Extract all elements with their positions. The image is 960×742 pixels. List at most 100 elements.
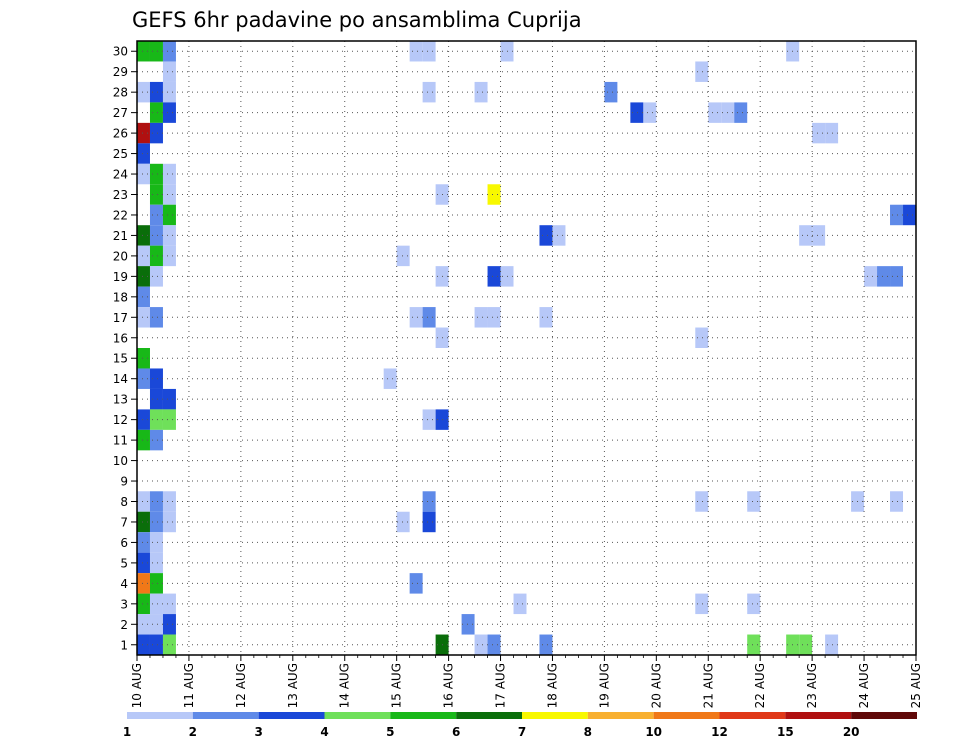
y-tick-label: 7 xyxy=(120,515,128,529)
heatmap-cell xyxy=(162,593,176,615)
heatmap-cell xyxy=(812,225,826,246)
chart-title: GEFS 6hr padavine po ansamblima Cuprija xyxy=(132,8,582,32)
heatmap-cell xyxy=(825,122,839,144)
heatmap-cell xyxy=(137,225,150,246)
heatmap-cell xyxy=(149,614,163,635)
x-tick-label: 25 AUG xyxy=(909,663,923,708)
y-tick-label: 19 xyxy=(113,270,128,284)
colorbar-label: 8 xyxy=(584,725,592,739)
heatmap-cell xyxy=(461,614,475,635)
colorbar-swatch xyxy=(127,712,193,719)
heatmap-cell xyxy=(137,348,150,369)
y-tick-label: 21 xyxy=(113,229,128,243)
y-tick-label: 29 xyxy=(113,65,128,79)
heatmap-cell xyxy=(539,225,553,246)
heatmap-cell xyxy=(149,184,163,205)
plot-frame xyxy=(136,40,917,656)
x-tick-label: 17 AUG xyxy=(494,663,508,708)
heatmap-cell xyxy=(825,634,839,655)
colorbar-label: 12 xyxy=(711,725,728,739)
heatmap-cell xyxy=(422,409,436,430)
heatmap-cell xyxy=(487,266,501,287)
colorbar-swatch xyxy=(522,712,588,719)
heatmap-cell xyxy=(409,41,423,62)
y-tick-label: 6 xyxy=(120,536,128,550)
y-tick-label: 12 xyxy=(113,413,128,427)
heatmap-cell xyxy=(149,511,163,533)
heatmap-cell xyxy=(162,409,176,430)
heatmap-cell xyxy=(539,634,553,655)
heatmap-cell xyxy=(137,143,150,164)
heatmap-cell xyxy=(474,307,488,328)
grid-lines xyxy=(137,41,916,655)
heatmap-cell xyxy=(149,552,163,574)
heatmap-cell xyxy=(903,204,916,226)
y-tick-label: 23 xyxy=(113,188,128,202)
heatmap-cell xyxy=(890,491,904,512)
colorbar-swatch xyxy=(258,712,325,719)
heatmap-cell xyxy=(864,266,878,287)
heatmap-cell xyxy=(149,163,163,185)
heatmap-cell xyxy=(137,245,150,267)
heatmap-cell xyxy=(695,61,709,82)
heatmap-cell xyxy=(799,634,813,655)
y-tick-label: 5 xyxy=(120,556,128,570)
heatmap-cell xyxy=(149,307,163,328)
heatmap-cell xyxy=(149,532,163,553)
heatmap-cell xyxy=(695,491,709,512)
y-tick-label: 27 xyxy=(113,106,128,120)
heatmap-cell xyxy=(149,388,163,410)
y-tick-label: 17 xyxy=(113,311,128,325)
colorbar-label: 20 xyxy=(843,725,860,739)
heatmap-cell xyxy=(137,368,150,389)
heatmap-cell xyxy=(422,81,436,103)
heatmap-cell xyxy=(695,593,709,615)
heatmap-cell xyxy=(137,491,150,512)
heatmap-cell xyxy=(137,593,150,615)
heatmap-cell xyxy=(162,225,176,246)
heatmap-cell xyxy=(422,307,436,328)
y-tick-label: 20 xyxy=(113,249,128,263)
colorbar-swatch xyxy=(390,712,457,719)
colorbar-label: 5 xyxy=(386,725,394,739)
colorbar-label: 2 xyxy=(189,725,197,739)
heatmap-cell xyxy=(539,307,553,328)
heatmap-cell xyxy=(137,307,150,328)
heatmap-cell xyxy=(162,163,176,185)
heatmap-cell xyxy=(734,102,748,123)
y-tick-label: 11 xyxy=(113,434,128,448)
colorbar-label: 6 xyxy=(452,725,460,739)
y-tick-label: 18 xyxy=(113,290,128,304)
heatmap-cell xyxy=(149,593,163,615)
colorbar-legend: 1 2 3 4 5 6 7 8 10 12 15 20 xyxy=(123,712,917,739)
x-tick-label: 24 AUG xyxy=(857,663,871,708)
heatmap-cell xyxy=(149,225,163,246)
heatmap-cell xyxy=(137,532,150,553)
heatmap-cell xyxy=(137,511,150,533)
heatmap-cell xyxy=(149,429,163,451)
heatmap-cell xyxy=(162,634,176,655)
heatmap-cell xyxy=(149,573,163,594)
heatmap-cell xyxy=(137,286,150,308)
heatmap-cell xyxy=(890,266,904,287)
heatmap-cell xyxy=(708,102,722,123)
heatmap-cell xyxy=(137,634,150,655)
heatmap-cell xyxy=(137,163,150,185)
x-tick-label: 21 AUG xyxy=(701,663,715,708)
heatmap-cell xyxy=(137,552,150,574)
y-tick-label: 28 xyxy=(113,86,128,100)
heatmap-cell xyxy=(396,245,410,267)
heatmap-cell xyxy=(513,593,527,615)
y-tick-label: 2 xyxy=(120,618,128,632)
heatmap-cell xyxy=(630,102,644,123)
colorbar-swatch xyxy=(324,712,391,719)
y-tick-label: 26 xyxy=(113,127,128,141)
heatmap-cell xyxy=(149,266,163,287)
heatmap-cell xyxy=(383,368,397,389)
y-tick-label: 22 xyxy=(113,208,128,222)
heatmap-cell xyxy=(137,41,150,62)
heatmap-cell xyxy=(149,491,163,512)
heatmap-cell xyxy=(396,511,410,533)
colorbar-label: 10 xyxy=(645,725,662,739)
